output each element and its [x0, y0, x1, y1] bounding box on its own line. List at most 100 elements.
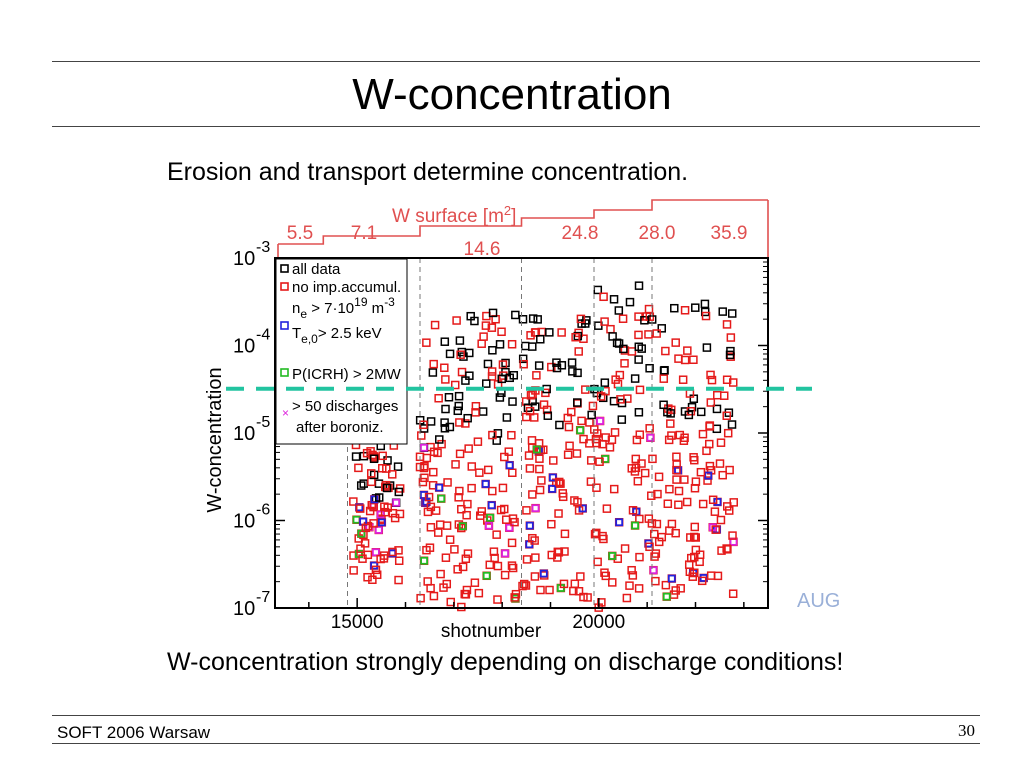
data-point [635, 514, 644, 524]
data-point [455, 449, 465, 459]
data-point [361, 523, 371, 533]
data-point [467, 483, 476, 493]
data-point [600, 317, 609, 326]
data-point [547, 362, 556, 372]
data-point [539, 569, 548, 578]
data-point [592, 483, 601, 492]
y-tick-label-base: 10 [233, 511, 255, 533]
data-point [371, 548, 380, 557]
data-point [433, 528, 443, 537]
data-point [422, 338, 431, 347]
data-point [355, 504, 365, 513]
data-point [691, 533, 700, 542]
data-point [357, 529, 366, 538]
data-point [591, 434, 601, 444]
data-point [452, 316, 461, 325]
data-point [719, 391, 729, 400]
data-point [435, 520, 445, 529]
data-point [696, 407, 706, 417]
data-point [564, 422, 574, 432]
legend-label: > 50 discharges [292, 398, 398, 415]
data-point [363, 550, 373, 560]
data-point [458, 562, 468, 572]
data-point [463, 413, 472, 423]
data-point [495, 340, 505, 349]
data-point [376, 554, 385, 564]
data-point [593, 557, 602, 567]
data-point [703, 476, 712, 485]
data-point [625, 581, 634, 590]
data-point [535, 485, 545, 495]
data-point [436, 569, 445, 579]
data-point [453, 565, 462, 574]
data-point [457, 367, 467, 377]
data-point [356, 544, 365, 553]
data-point [691, 303, 700, 312]
data-point [648, 454, 657, 464]
data-point [606, 324, 615, 334]
data-point [683, 346, 692, 355]
data-point [588, 401, 598, 411]
data-point [488, 346, 497, 355]
data-point [453, 406, 463, 416]
data-point [370, 561, 379, 570]
data-point [537, 476, 546, 485]
data-point [595, 457, 604, 466]
data-point [518, 581, 527, 591]
data-point [351, 452, 361, 461]
data-point [573, 497, 582, 507]
data-point [422, 497, 431, 506]
data-point [593, 285, 603, 295]
data-point [500, 452, 509, 462]
data-point [635, 385, 645, 395]
data-point [527, 443, 537, 452]
data-point [674, 500, 683, 510]
data-point [560, 529, 570, 539]
data-point [727, 420, 737, 429]
data-point [368, 575, 377, 585]
data-point [440, 418, 449, 427]
data-point [354, 463, 363, 473]
data-point [608, 552, 617, 560]
data-point [378, 451, 387, 461]
data-point [727, 309, 737, 318]
data-point [585, 418, 594, 427]
data-point [501, 515, 511, 524]
data-point [671, 586, 680, 595]
data-point [505, 523, 514, 532]
data-point [705, 461, 715, 471]
data-point [557, 328, 566, 337]
legend-label: after boroniz. [296, 419, 384, 436]
data-point [633, 476, 643, 486]
data-point [471, 401, 481, 411]
data-point [667, 574, 676, 583]
data-point [563, 450, 573, 459]
data-point [424, 492, 434, 502]
data-point [394, 487, 404, 497]
data-point [653, 489, 662, 499]
data-point [600, 568, 609, 577]
data-point [500, 570, 510, 580]
data-point [558, 489, 568, 498]
data-point [487, 367, 497, 376]
data-point [474, 588, 484, 598]
data-point [465, 348, 474, 358]
data-point [650, 529, 659, 539]
data-point [493, 561, 503, 571]
data-point [497, 327, 506, 337]
data-point [698, 499, 708, 509]
bottom-rule [52, 743, 980, 744]
data-point [377, 518, 386, 527]
data-point [521, 341, 530, 351]
data-point [382, 483, 392, 493]
data-point [443, 478, 452, 487]
data-point [507, 339, 517, 349]
data-point [705, 439, 714, 449]
data-point [718, 470, 727, 480]
data-point [568, 367, 577, 376]
data-point [654, 537, 664, 547]
data-point [352, 515, 361, 524]
data-point [725, 350, 735, 360]
data-point [617, 415, 627, 424]
footer-text: SOFT 2006 Warsaw [57, 723, 211, 742]
